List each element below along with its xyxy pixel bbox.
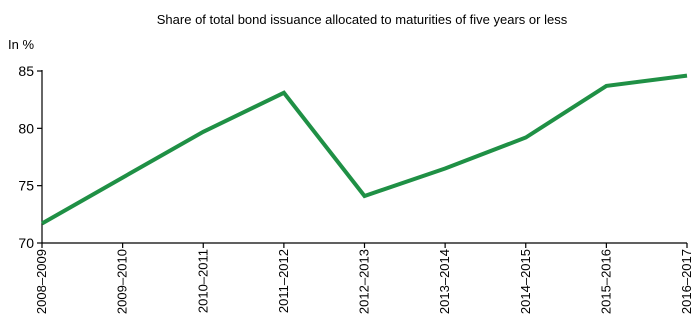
x-tick-label: 2008–2009 bbox=[34, 249, 49, 314]
x-tick-label: 2011–2012 bbox=[276, 249, 291, 313]
x-tick-label: 2016–2017 bbox=[679, 249, 691, 314]
y-tick-label: 75 bbox=[18, 178, 34, 194]
y-tick-label: 80 bbox=[18, 120, 34, 136]
series-line bbox=[41, 73, 688, 226]
y-axis-title: In % bbox=[8, 37, 34, 52]
y-tick-label: 85 bbox=[18, 63, 34, 79]
x-tick-label: 2015–2016 bbox=[598, 249, 613, 314]
x-tick-label: 2013–2014 bbox=[437, 249, 452, 314]
x-tick-label: 2014–2015 bbox=[518, 249, 533, 314]
series-group bbox=[41, 73, 688, 226]
x-axis: 2008–2009 2009–2010 2010–2011 2011–2012 2012… bbox=[34, 242, 691, 314]
chart-title: Share of total bond issuance allocated t… bbox=[157, 12, 568, 27]
x-tick-label: 2009–2010 bbox=[115, 249, 130, 314]
y-tick-label: 70 bbox=[18, 235, 34, 251]
y-axis: 70 75 80 85 bbox=[18, 63, 43, 251]
x-tick-label: 2012–2013 bbox=[357, 249, 372, 314]
x-tick-label: 2010–2011 bbox=[195, 249, 210, 313]
